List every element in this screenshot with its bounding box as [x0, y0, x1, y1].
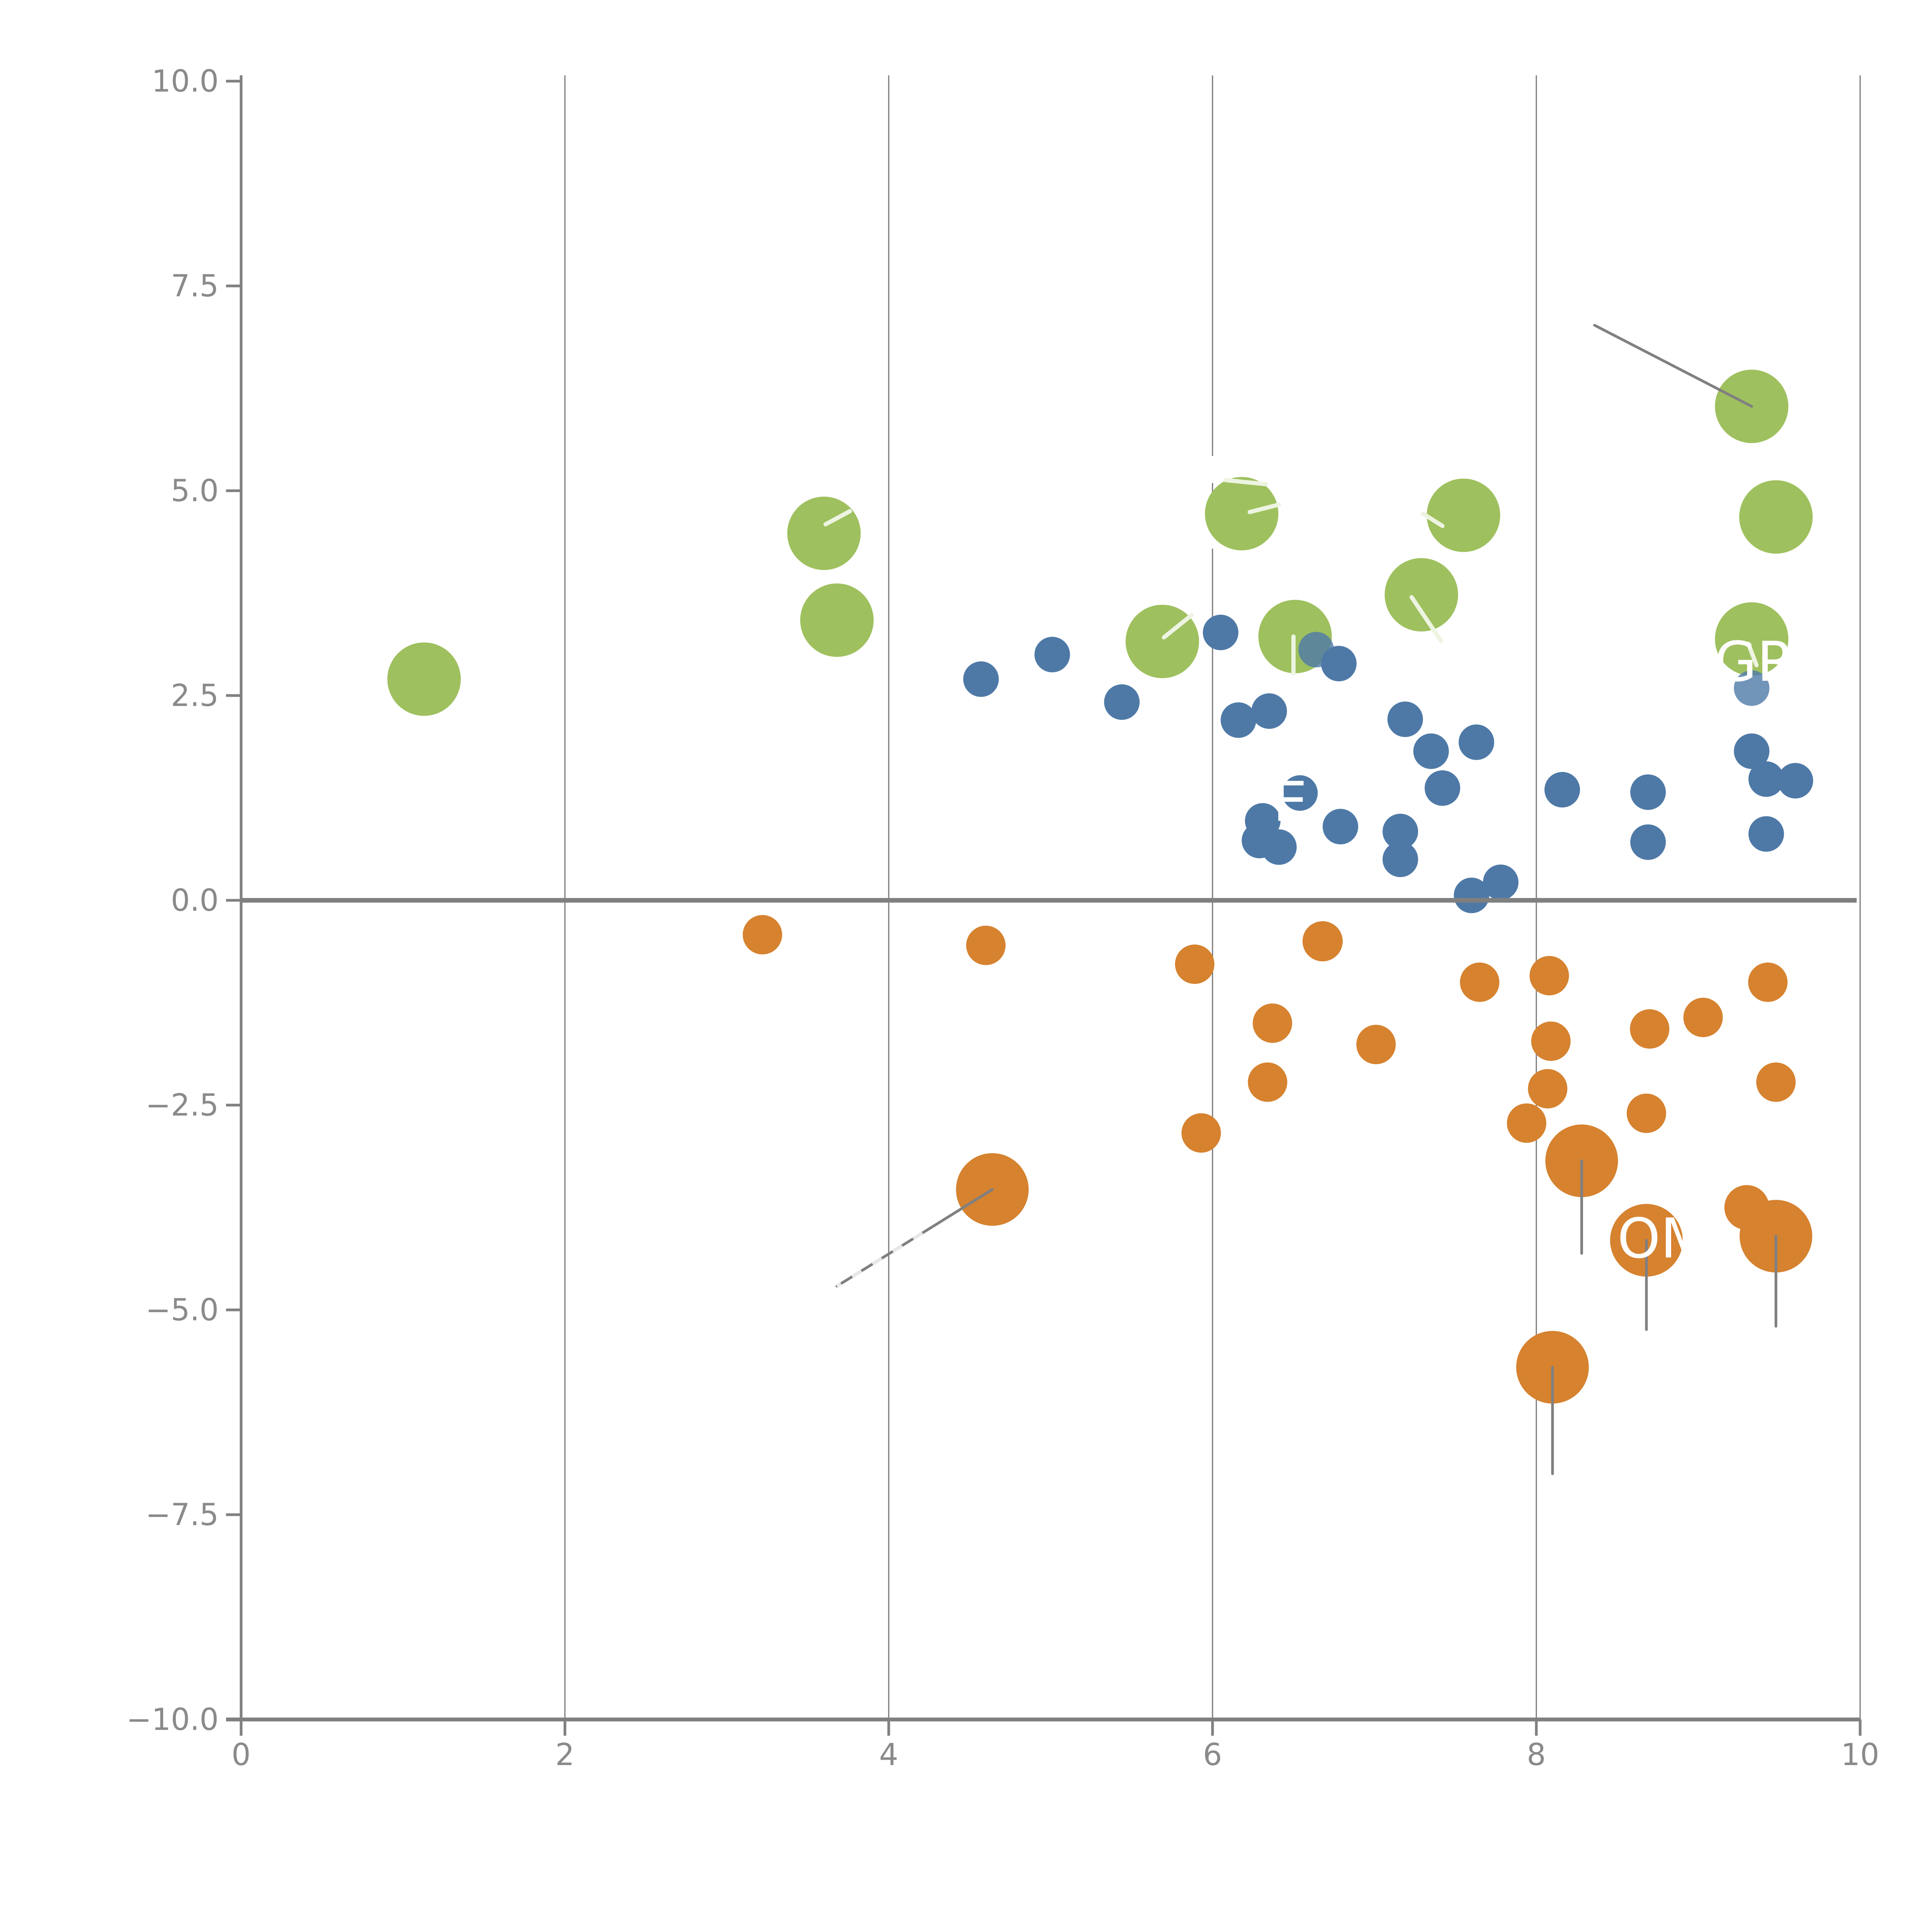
data-point-blue: [1458, 724, 1494, 760]
data-point-orange: [966, 925, 1006, 965]
annotations-layer: GRT OM E: [1273, 630, 1825, 1270]
data-point-blue: [1734, 670, 1770, 706]
white-leader-fragment-7: [1746, 641, 1759, 668]
data-point-orange: [1253, 1003, 1293, 1043]
y-tick-label: 10.0: [151, 64, 219, 99]
x-tick-label: 0: [231, 1738, 251, 1772]
data-point-blue: [1202, 614, 1238, 650]
data-point-orange: [1756, 1062, 1796, 1102]
data-point-blue: [1282, 775, 1318, 811]
x-tick-label: 4: [879, 1738, 898, 1772]
data-point-green: [787, 497, 861, 570]
y-tick-label: −2.5: [146, 1088, 219, 1123]
data-point-blue: [1630, 824, 1666, 860]
data-point-blue: [963, 661, 999, 697]
axes-layer: 10.0 7.5 5.0 2.5 0.0 −2.5 −5.0 −7.5 −10.0 0 2 4 6 8 10: [126, 64, 1879, 1772]
data-point-orange: [1248, 1062, 1287, 1102]
data-point-green: [1205, 477, 1279, 551]
data-point-green: [1715, 602, 1789, 676]
data-points-layer: [387, 369, 1813, 1404]
data-point-blue: [1221, 702, 1257, 738]
data-point-orange: [1302, 921, 1343, 961]
data-point-blue: [1413, 733, 1449, 769]
gridlines-layer: [564, 75, 1861, 1719]
data-point-orange: [1531, 1021, 1571, 1061]
x-tick-label: 10: [1841, 1738, 1879, 1772]
annotation-label-GRT: GRT: [1714, 630, 1825, 694]
x-tick-label: 6: [1203, 1738, 1222, 1772]
y-tick-label: −7.5: [146, 1498, 219, 1532]
y-tick-label: 5.0: [171, 474, 219, 509]
white-leader-layer: [823, 478, 1759, 676]
x-tick-label: 2: [555, 1738, 575, 1772]
data-point-blue: [1777, 763, 1813, 799]
data-point-orange: [743, 915, 782, 955]
data-point-green: [1384, 558, 1458, 632]
data-point-green: [800, 583, 874, 657]
data-point-green: [387, 642, 461, 716]
data-point-blue: [1034, 637, 1070, 672]
data-point-orange: [1630, 1009, 1670, 1049]
y-tick-label: 0.0: [171, 883, 219, 918]
data-point-orange: [1528, 1069, 1568, 1109]
white-leader-fragment-2: [1223, 478, 1268, 486]
data-point-green: [1739, 480, 1813, 554]
white-leader-fragment-5: [1409, 595, 1443, 643]
data-point-blue: [1251, 693, 1287, 729]
y-tick-label: 7.5: [171, 269, 219, 304]
data-point-orange: [1507, 1103, 1546, 1143]
data-point-green: [1427, 478, 1500, 552]
data-point-orange: [1175, 944, 1214, 984]
white-leader-fragment-1: [1162, 613, 1194, 639]
data-point-blue: [1630, 774, 1666, 810]
white-leader-fragment-6: [1421, 511, 1445, 528]
data-point-blue: [1323, 809, 1359, 845]
y-tick-label: −10.0: [126, 1702, 219, 1737]
data-point-blue: [1387, 701, 1423, 737]
x-tick-label: 8: [1527, 1738, 1546, 1772]
data-point-blue: [1383, 842, 1418, 877]
data-point-blue: [1321, 646, 1357, 682]
gridline-gap-0: [1203, 456, 1223, 483]
leader-lines-layer: [835, 324, 1777, 1475]
data-point-orange: [1181, 1113, 1221, 1153]
y-tick-label: −5.0: [146, 1293, 219, 1328]
data-point-blue: [1424, 770, 1460, 806]
data-point-orange: [1626, 1094, 1666, 1133]
data-point-orange: [1683, 998, 1723, 1037]
data-point-blue: [1748, 761, 1784, 797]
white-leader-fragment-3: [1247, 502, 1281, 514]
data-point-blue: [1104, 684, 1140, 720]
data-point-blue: [1544, 772, 1580, 808]
white-leader-fragment-0: [823, 509, 852, 527]
data-point-orange: [1460, 963, 1500, 1002]
data-point-blue: [1383, 813, 1418, 849]
data-point-blue: [1734, 733, 1770, 769]
leader-line-0: [1593, 324, 1753, 408]
data-point-blue: [1454, 878, 1490, 913]
leader-line-fade-1: [836, 1231, 923, 1288]
annotation-label-OM: OM: [1617, 1207, 1708, 1270]
annotation-label-E: E: [1273, 770, 1308, 834]
data-point-blue: [1748, 816, 1784, 852]
data-point-orange: [1529, 956, 1569, 996]
data-point-blue: [1261, 829, 1297, 865]
data-point-orange: [1356, 1025, 1396, 1065]
data-point-orange: [1748, 963, 1788, 1002]
y-tick-label: 2.5: [171, 679, 219, 713]
data-point-blue: [1483, 864, 1519, 900]
